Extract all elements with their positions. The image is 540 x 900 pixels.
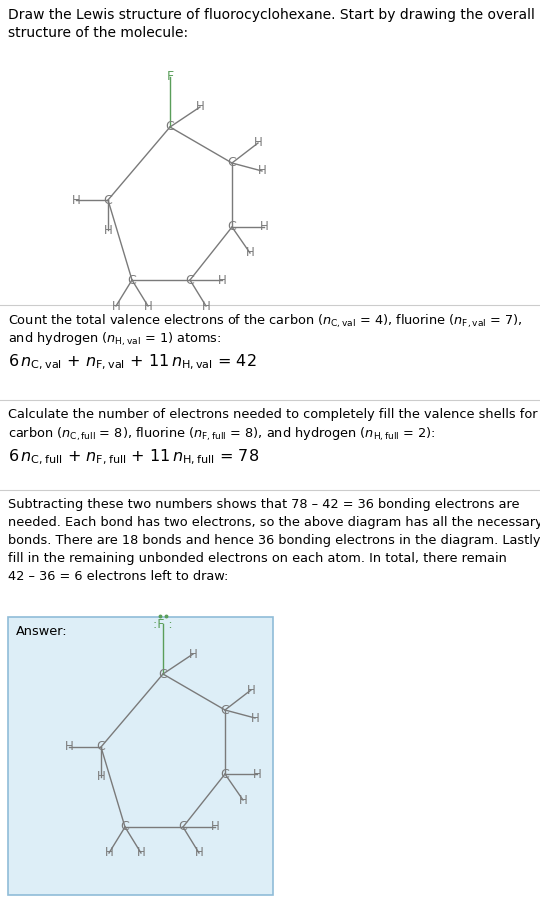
- Text: bonds. There are 18 bonds and hence 36 bonding electrons in the diagram. Lastly,: bonds. There are 18 bonds and hence 36 b…: [8, 534, 540, 547]
- Text: Calculate the number of electrons needed to completely fill the valence shells f: Calculate the number of electrons needed…: [8, 408, 537, 421]
- Text: $6\,n_\mathrm{C,full}$ + $n_\mathrm{F,full}$ + $11\,n_\mathrm{H,full}$ = 78: $6\,n_\mathrm{C,full}$ + $n_\mathrm{F,fu…: [8, 448, 259, 467]
- Text: H: H: [137, 847, 145, 860]
- Text: fill in the remaining unbonded electrons on each atom. In total, there remain: fill in the remaining unbonded electrons…: [8, 552, 507, 565]
- Text: H: H: [211, 821, 219, 833]
- Text: C: C: [179, 821, 187, 833]
- Text: H: H: [97, 770, 105, 784]
- Text: C: C: [97, 741, 105, 753]
- Text: C: C: [127, 274, 137, 286]
- Text: C: C: [228, 220, 237, 233]
- Text: C: C: [159, 668, 167, 680]
- Text: H: H: [218, 274, 226, 286]
- Text: H: H: [258, 165, 266, 177]
- Text: C: C: [104, 194, 112, 206]
- Text: C: C: [166, 121, 174, 133]
- Text: H: H: [251, 712, 259, 724]
- Text: F: F: [166, 70, 173, 84]
- Text: structure of the molecule:: structure of the molecule:: [8, 26, 188, 40]
- Text: :F :: :F :: [153, 617, 173, 631]
- Text: needed. Each bond has two electrons, so the above diagram has all the necessary: needed. Each bond has two electrons, so …: [8, 516, 540, 529]
- Text: Count the total valence electrons of the carbon ($n_\mathrm{C,val}$ = 4), fluori: Count the total valence electrons of the…: [8, 313, 522, 330]
- Text: H: H: [144, 300, 152, 312]
- Text: H: H: [247, 683, 255, 697]
- Text: H: H: [65, 741, 73, 753]
- Text: H: H: [253, 768, 261, 780]
- Text: $6\,n_\mathrm{C,val}$ + $n_\mathrm{F,val}$ + $11\,n_\mathrm{H,val}$ = 42: $6\,n_\mathrm{C,val}$ + $n_\mathrm{F,val…: [8, 353, 256, 373]
- FancyBboxPatch shape: [8, 617, 273, 895]
- Text: Draw the Lewis structure of fluorocyclohexane. Start by drawing the overall: Draw the Lewis structure of fluorocycloh…: [8, 8, 535, 22]
- Text: C: C: [221, 768, 230, 780]
- Text: H: H: [188, 647, 198, 661]
- Text: C: C: [221, 704, 230, 716]
- Text: H: H: [104, 223, 112, 237]
- Text: H: H: [239, 794, 247, 806]
- Text: H: H: [260, 220, 268, 233]
- Text: and hydrogen ($n_\mathrm{H,val}$ = 1) atoms:: and hydrogen ($n_\mathrm{H,val}$ = 1) at…: [8, 331, 221, 348]
- Text: 42 – 36 = 6 electrons left to draw:: 42 – 36 = 6 electrons left to draw:: [8, 570, 228, 583]
- Text: H: H: [112, 300, 120, 312]
- Text: Subtracting these two numbers shows that 78 – 42 = 36 bonding electrons are: Subtracting these two numbers shows that…: [8, 498, 519, 511]
- Text: C: C: [120, 821, 130, 833]
- Text: C: C: [228, 157, 237, 169]
- Text: H: H: [254, 137, 262, 149]
- Text: Answer:: Answer:: [16, 625, 68, 638]
- Text: H: H: [201, 300, 211, 312]
- Text: C: C: [186, 274, 194, 286]
- Text: H: H: [195, 101, 204, 113]
- Text: H: H: [105, 847, 113, 860]
- Text: carbon ($n_\mathrm{C,full}$ = 8), fluorine ($n_\mathrm{F,full}$ = 8), and hydrog: carbon ($n_\mathrm{C,full}$ = 8), fluori…: [8, 426, 436, 443]
- Text: H: H: [246, 247, 254, 259]
- Text: H: H: [72, 194, 80, 206]
- Text: H: H: [194, 847, 204, 860]
